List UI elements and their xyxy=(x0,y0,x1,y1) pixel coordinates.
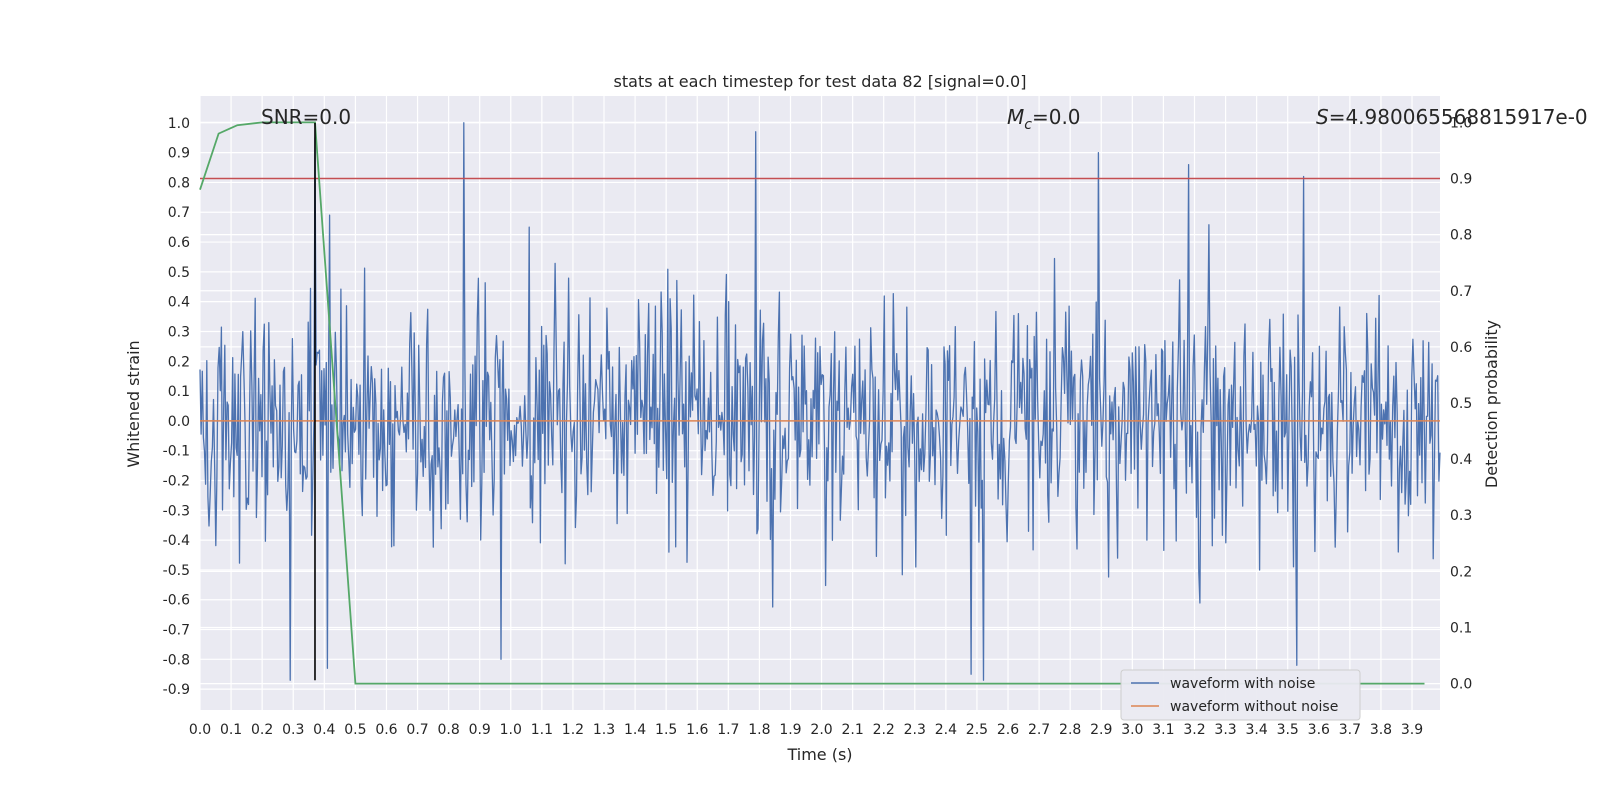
mc-symbol: M xyxy=(1007,105,1024,129)
x-tick-label: 2.9 xyxy=(1090,722,1112,738)
x-tick-label: 2.6 xyxy=(997,722,1019,738)
y-tick-label: 0.7 xyxy=(168,205,190,221)
legend: waveform with noise waveform without noi… xyxy=(1120,669,1361,721)
x-tick-label: 0.5 xyxy=(344,722,366,738)
x-tick-label: 3.9 xyxy=(1401,722,1423,738)
mc-annotation: Mc=0.0 xyxy=(1007,105,1081,133)
x-tick-labels: 0.0 0.1 0.2 0.3 0.4 0.5 0.6 0.7 0.8 0.9 1.0 1.1 1.2 1… xyxy=(189,722,1423,738)
x-tick-label: 2.3 xyxy=(904,722,926,738)
s-annotation: S=4.980065568815917e-0 xyxy=(1316,105,1588,129)
noise-trace xyxy=(199,122,1441,681)
x-tick-label: 3.8 xyxy=(1370,722,1392,738)
x-tick-label: 3.7 xyxy=(1339,722,1361,738)
x-tick-label: 3.3 xyxy=(1214,722,1236,738)
y-tick-label: 0.3 xyxy=(168,324,190,340)
x-tick-label: 2.7 xyxy=(1028,722,1050,738)
s-symbol: S xyxy=(1316,105,1329,129)
x-tick-label: 1.2 xyxy=(562,722,584,738)
x-tick-label: 3.4 xyxy=(1246,722,1268,738)
series-detection-probability xyxy=(199,121,1425,685)
x-tick-label: 0.6 xyxy=(375,722,397,738)
y-right-tick-label: 0.0 xyxy=(1450,677,1472,693)
x-tick-label: 1.8 xyxy=(748,722,770,738)
legend-box xyxy=(1120,669,1361,721)
mc-subscript: c xyxy=(1024,117,1032,133)
y-tick-label: 0.8 xyxy=(168,175,190,191)
y-right-axis-label: Detection probability xyxy=(1482,320,1501,488)
x-tick-label: 0.4 xyxy=(313,722,335,738)
legend-label-with-noise: waveform with noise xyxy=(1170,676,1315,692)
y-tick-label: -0.9 xyxy=(163,682,190,698)
x-tick-label: 3.0 xyxy=(1121,722,1143,738)
y-tick-label: -0.2 xyxy=(163,473,190,489)
y-tick-label: 0.4 xyxy=(168,295,190,311)
x-tick-label: 0.8 xyxy=(437,722,459,738)
snr-annotation: SNR=0.0 xyxy=(261,105,351,129)
x-tick-label: 2.2 xyxy=(873,722,895,738)
x-tick-label: 0.1 xyxy=(220,722,242,738)
y-tick-label: -0.6 xyxy=(163,593,190,609)
series-waveform-with-noise xyxy=(199,122,1441,681)
y-tick-label: -0.7 xyxy=(163,623,190,639)
y-right-tick-label: 0.1 xyxy=(1450,620,1472,636)
x-tick-label: 1.3 xyxy=(593,722,615,738)
y-tick-label: 0.6 xyxy=(168,235,190,251)
y-right-tick-label: 0.5 xyxy=(1450,396,1472,412)
legend-label-without-noise: waveform without noise xyxy=(1170,699,1338,715)
y-tick-label: -0.5 xyxy=(163,563,190,579)
x-tick-label: 1.4 xyxy=(624,722,646,738)
x-tick-label: 2.5 xyxy=(966,722,988,738)
x-tick-label: 0.0 xyxy=(189,722,211,738)
x-tick-label: 1.7 xyxy=(717,722,739,738)
y-tick-label: -0.3 xyxy=(163,503,190,519)
x-axis-label: Time (s) xyxy=(786,745,852,764)
series-lines xyxy=(199,121,1440,685)
x-tick-label: 0.9 xyxy=(469,722,491,738)
y-right-tick-label: 0.6 xyxy=(1450,340,1472,356)
x-tick-label: 1.9 xyxy=(779,722,801,738)
x-tick-label: 2.8 xyxy=(1059,722,1081,738)
x-tick-label: 2.0 xyxy=(810,722,832,738)
y-right-tick-label: 0.4 xyxy=(1450,452,1472,468)
mc-value: =0.0 xyxy=(1032,105,1081,129)
x-tick-label: 3.6 xyxy=(1308,722,1330,738)
y-tick-label: -0.1 xyxy=(163,444,190,460)
y-tick-label: 1.0 xyxy=(168,116,190,132)
y-right-tick-label: 0.9 xyxy=(1450,172,1472,188)
x-tick-label: 2.4 xyxy=(935,722,957,738)
s-value: =4.980065568815917e-0 xyxy=(1329,105,1588,129)
x-tick-label: 1.1 xyxy=(531,722,553,738)
x-tick-label: 3.1 xyxy=(1152,722,1174,738)
x-tick-label: 3.2 xyxy=(1183,722,1205,738)
y-tick-label: 0.0 xyxy=(168,414,190,430)
y-right-tick-label: 0.8 xyxy=(1450,228,1472,244)
y-tick-label: 0.9 xyxy=(168,146,190,162)
x-tick-label: 2.1 xyxy=(841,722,863,738)
x-tick-label: 1.5 xyxy=(655,722,677,738)
x-tick-label: 0.2 xyxy=(251,722,273,738)
y-tick-label: 0.2 xyxy=(168,354,190,370)
x-tick-label: 3.5 xyxy=(1277,722,1299,738)
y-tick-label: -0.8 xyxy=(163,652,190,668)
x-tick-label: 1.0 xyxy=(500,722,522,738)
y-tick-labels: 1.0 0.9 0.8 0.7 0.6 0.5 0.4 0.3 0.2 0.1 0.0 -0.1 -0.… xyxy=(163,116,190,698)
y-right-tick-label: 0.7 xyxy=(1450,284,1472,300)
y-axis-label: Whitened strain xyxy=(124,340,143,467)
y-right-tick-label: 0.2 xyxy=(1450,564,1472,580)
x-tick-label: 0.3 xyxy=(282,722,304,738)
y-tick-label: 0.1 xyxy=(168,384,190,400)
chart-title: stats at each timestep for test data 82 … xyxy=(614,72,1027,91)
x-tick-label: 1.6 xyxy=(686,722,708,738)
y-tick-label: 0.5 xyxy=(168,265,190,281)
y-right-tick-label: 0.3 xyxy=(1450,508,1472,524)
y-right-tick-label: 1.0 xyxy=(1450,115,1472,131)
x-tick-label: 0.7 xyxy=(406,722,428,738)
y-tick-label: -0.4 xyxy=(163,533,190,549)
y-right-tick-labels: 1.0 0.9 0.8 0.7 0.6 0.5 0.4 0.3 0.2 0.1 0.0 xyxy=(1450,115,1472,692)
